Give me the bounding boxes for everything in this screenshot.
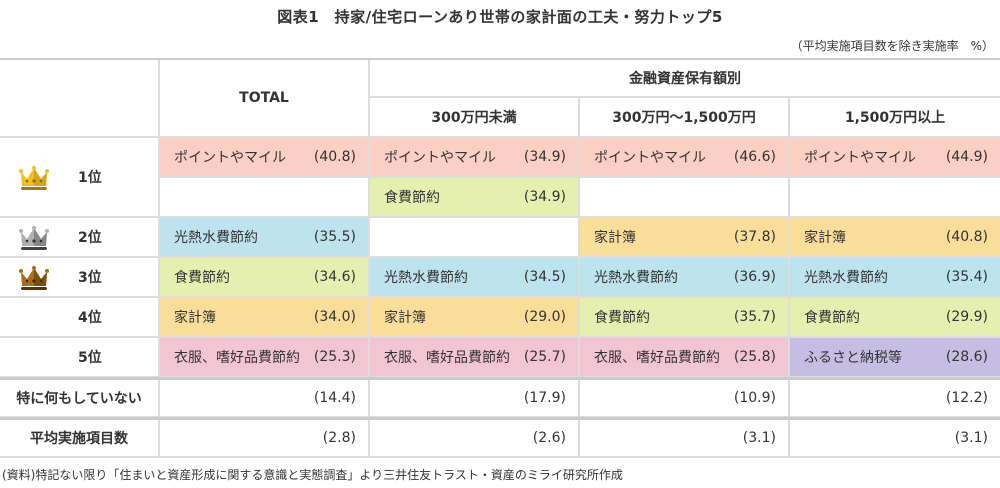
item-label: 光熱水費節約 [594,270,678,286]
item-value: (35.7) [733,309,776,325]
cell-r2-under300 [370,218,580,258]
cell-r5-under300: 衣服、嗜好品費節約 (25.7) [370,338,580,378]
header-col-under300: 300万円未満 [370,98,580,138]
nothing-under300: (17.9) [370,380,580,418]
rank-3-text: 3位 [78,270,102,286]
header-total: TOTAL [160,60,370,138]
item-label: 食費節約 [594,310,650,326]
rank-4-label: 4位 [0,298,160,338]
cell-r2-300to1500: 家計簿 (37.8) [580,218,790,258]
item-label: 家計簿 [384,310,426,326]
source-footnote: (資料)特記ない限り「住まいと資産形成に関する意識と実態調査」より三井住友トラス… [2,468,623,482]
rank-3-label: 3位 [0,258,160,298]
bronze-crown-icon [19,266,49,290]
item-value: (44.9) [945,149,988,165]
item-value: (35.5) [313,229,356,245]
figure-title: 図表1 持家/住宅ローンあり世帯の家計面の工夫・努力トップ5 [277,8,723,26]
item-value: (34.9) [523,149,566,165]
item-value: (29.0) [523,309,566,325]
cell-r1b-300to1500 [580,178,790,218]
header-group: 金融資産保有額別 [370,60,1000,98]
item-value: (29.9) [945,309,988,325]
item-label: 食費節約 [804,310,860,326]
item-label: 家計簿 [804,230,846,246]
cell-r1b-under300: 食費節約 (34.9) [370,178,580,218]
cell-r2-over1500: 家計簿 (40.8) [790,218,1000,258]
cell-r4-under300: 家計簿 (29.0) [370,298,580,338]
average-over1500: (3.1) [790,420,1000,458]
item-label: 家計簿 [174,310,216,326]
cell-r1-300to1500: ポイントやマイル (46.6) [580,138,790,178]
header-corner [0,60,160,138]
item-label: 衣服、嗜好品費節約 [594,350,720,366]
item-label: ポイントやマイル [594,150,706,166]
item-value: (34.9) [523,189,566,205]
item-value: (25.8) [733,349,776,365]
item-label: 衣服、嗜好品費節約 [384,350,510,366]
nothing-total: (14.4) [160,380,370,418]
cell-r4-over1500: 食費節約 (29.9) [790,298,1000,338]
gold-crown-icon [19,166,49,190]
cell-r2-total: 光熱水費節約 (35.5) [160,218,370,258]
rank-5-label: 5位 [0,338,160,378]
cell-r3-over1500: 光熱水費節約 (35.4) [790,258,1000,298]
item-value: (37.8) [733,229,776,245]
cell-r3-total: 食費節約 (34.6) [160,258,370,298]
item-value: (36.9) [733,269,776,285]
item-value: (34.0) [313,309,356,325]
cell-r5-total: 衣服、嗜好品費節約 (25.3) [160,338,370,378]
cell-r1b-total [160,178,370,218]
nothing-label: 特に何もしていない [0,380,160,418]
cell-r1-under300: ポイントやマイル (34.9) [370,138,580,178]
nothing-300to1500: (10.9) [580,380,790,418]
header-col-300to1500: 300万円〜1,500万円 [580,98,790,138]
item-label: ポイントやマイル [384,150,496,166]
item-label: ポイントやマイル [174,150,286,166]
average-under300: (2.6) [370,420,580,458]
item-value: (25.7) [523,349,566,365]
silver-crown-icon [19,226,49,250]
rank-2-text: 2位 [78,230,102,246]
rank-1-text: 1位 [78,170,102,186]
item-value: (25.3) [313,349,356,365]
rank-2-label: 2位 [0,218,160,258]
unit-note: （平均実施項目数を除き実施率 %） [790,39,994,53]
header-col-over1500: 1,500万円以上 [790,98,1000,138]
item-value: (46.6) [733,149,776,165]
cell-r3-under300: 光熱水費節約 (34.5) [370,258,580,298]
item-value: (34.5) [523,269,566,285]
cell-r5-300to1500: 衣服、嗜好品費節約 (25.8) [580,338,790,378]
item-label: ポイントやマイル [804,150,916,166]
item-value: (35.4) [945,269,988,285]
item-label: ふるさと納税等 [804,350,902,366]
item-value: (34.6) [313,269,356,285]
average-label: 平均実施項目数 [0,420,160,458]
table-top-border [0,58,1000,60]
rank-1-label: 1位 [0,138,160,218]
item-label: 食費節約 [384,190,440,206]
ranking-table: TOTAL 金融資産保有額別 300万円未満 300万円〜1,500万円 1,5… [0,58,1000,458]
item-label: 光熱水費節約 [174,230,258,246]
item-label: 食費節約 [174,270,230,286]
item-label: 衣服、嗜好品費節約 [174,350,300,366]
cell-r3-300to1500: 光熱水費節約 (36.9) [580,258,790,298]
average-300to1500: (3.1) [580,420,790,458]
cell-r4-300to1500: 食費節約 (35.7) [580,298,790,338]
average-total: (2.8) [160,420,370,458]
item-value: (40.8) [313,149,356,165]
cell-r4-total: 家計簿 (34.0) [160,298,370,338]
cell-r5-over1500: ふるさと納税等 (28.6) [790,338,1000,378]
cell-r1b-over1500 [790,178,1000,218]
item-label: 光熱水費節約 [804,270,888,286]
section-divider [0,377,1000,380]
item-label: 光熱水費節約 [384,270,468,286]
item-value: (40.8) [945,229,988,245]
section-divider [0,417,1000,420]
item-label: 家計簿 [594,230,636,246]
item-value: (28.6) [945,349,988,365]
cell-r1-total: ポイントやマイル (40.8) [160,138,370,178]
cell-r1-over1500: ポイントやマイル (44.9) [790,138,1000,178]
nothing-over1500: (12.2) [790,380,1000,418]
